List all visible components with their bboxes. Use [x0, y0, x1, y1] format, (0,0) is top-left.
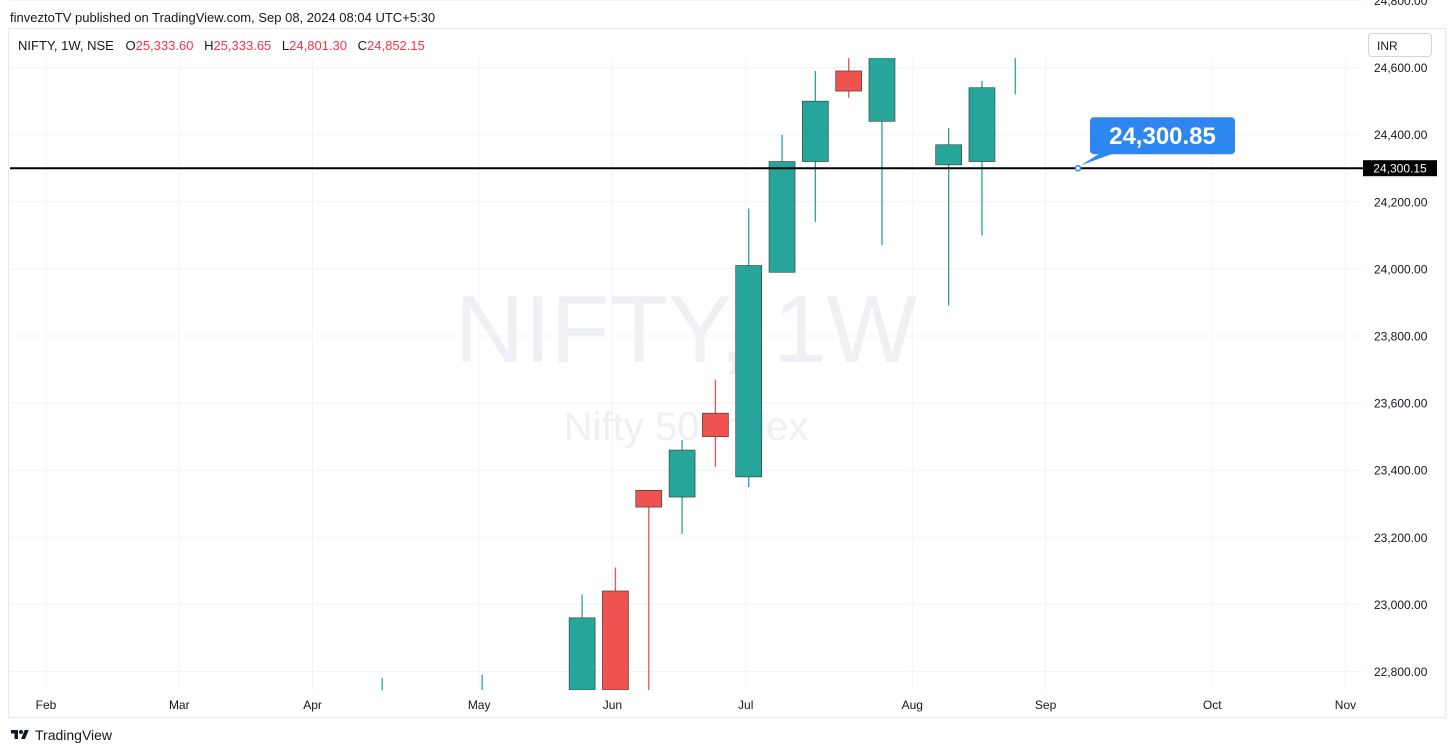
y-tick-label: 24,400.00: [1374, 128, 1428, 142]
open-label: O: [125, 38, 136, 53]
x-tick-label: Sep: [1035, 698, 1057, 712]
brand-label: TradingView: [35, 727, 113, 743]
ohlc-legend: NIFTY, 1W, NSE O25,333.60 H25,333.65 L24…: [18, 38, 432, 53]
candle-down[interactable]: [602, 590, 629, 690]
candle-up[interactable]: [668, 449, 696, 498]
y-tick-label: 22,800.00: [1374, 665, 1428, 679]
axis-price-tag-label: 24,300.15: [1373, 162, 1427, 176]
x-tick-label: Jul: [738, 698, 753, 712]
level-anchor-point: [1074, 164, 1082, 172]
candles-group: [381, 0, 1028, 690]
watermark-symbol: NIFTY, 1W: [455, 276, 918, 383]
candle-down[interactable]: [702, 412, 729, 437]
candle-up[interactable]: [568, 617, 596, 690]
watermark-description: Nifty 50 Index: [564, 405, 809, 449]
y-tick-label: 24,600.00: [1374, 61, 1428, 75]
high-label: H: [204, 38, 214, 53]
candle-down[interactable]: [835, 70, 862, 92]
callout-pointer: [1081, 153, 1114, 166]
candle-up[interactable]: [868, 0, 896, 122]
price-callout: [1090, 117, 1235, 155]
x-tick-label: May: [468, 698, 491, 712]
x-tick-label: Apr: [303, 698, 322, 712]
close-label: C: [357, 38, 368, 53]
y-tick-label: 24,000.00: [1374, 262, 1428, 276]
candle-up[interactable]: [1002, 0, 1028, 54]
published-info: finveztoTV published on TradingView.com,…: [10, 10, 436, 25]
candle-up[interactable]: [935, 144, 962, 166]
open-value: 25,333.60: [135, 38, 194, 53]
x-tick-label: Jun: [603, 698, 622, 712]
x-tick-label: Nov: [1335, 698, 1356, 712]
tradingview-logo-icon: [11, 730, 29, 739]
close-value: 24,852.15: [367, 38, 425, 53]
x-tick-label: Mar: [169, 698, 190, 712]
y-tick-label: 23,600.00: [1374, 397, 1428, 411]
x-tick-label: Aug: [902, 698, 923, 712]
tradingview-brand[interactable]: TradingView: [10, 727, 112, 743]
y-tick-label: 24,200.00: [1374, 195, 1428, 209]
candle-up[interactable]: [802, 100, 829, 162]
low-label: L: [281, 38, 290, 53]
candle-down[interactable]: [902, 0, 928, 27]
y-tick-label: 23,200.00: [1374, 531, 1428, 545]
y-tick-label: 23,400.00: [1374, 464, 1428, 478]
price-callout-label: 24,300.85: [1109, 123, 1216, 150]
x-tick-label: Oct: [1203, 698, 1222, 712]
currency-selector[interactable]: INR: [1368, 33, 1432, 57]
chart-frame: [8, 28, 1446, 718]
candle-up[interactable]: [768, 161, 796, 273]
y-tick-label: 23,800.00: [1374, 330, 1428, 344]
candle-up[interactable]: [735, 265, 763, 478]
y-tick-label: 24,800.00: [1374, 0, 1428, 8]
high-value: 25,333.65: [213, 38, 272, 53]
symbol-label[interactable]: NIFTY, 1W, NSE: [18, 38, 114, 53]
y-tick-label: 23,000.00: [1374, 598, 1428, 612]
candle-down[interactable]: [635, 490, 663, 508]
axis-price-tag: [1363, 160, 1437, 177]
low-value: 24,801.30: [289, 38, 347, 53]
x-tick-label: Feb: [36, 698, 57, 712]
candle-up[interactable]: [968, 87, 996, 162]
